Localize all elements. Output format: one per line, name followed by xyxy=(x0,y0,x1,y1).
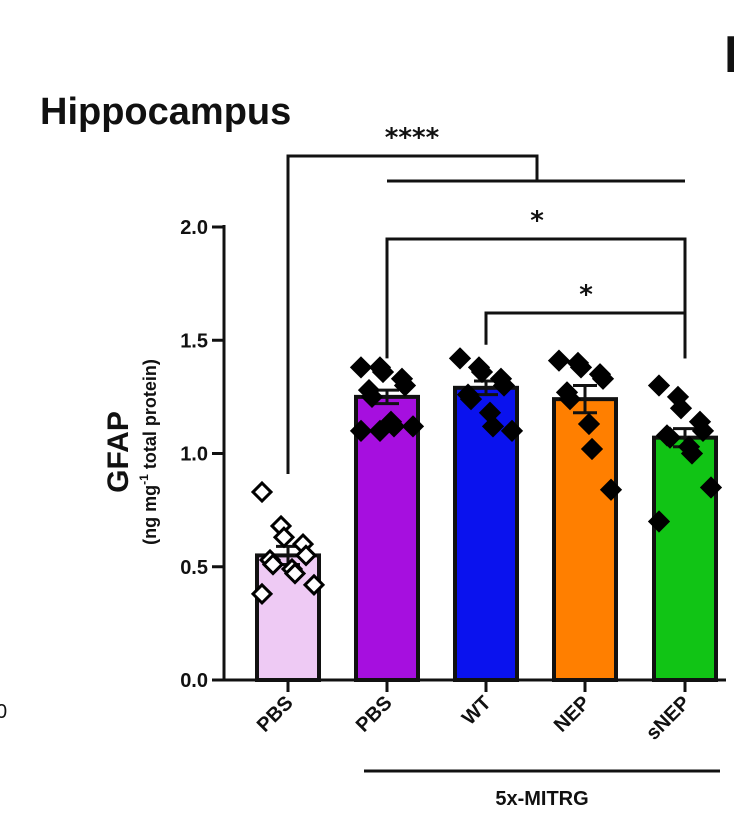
data-point xyxy=(302,573,326,596)
y-axis-units: (ng mg-1 total protein) xyxy=(137,359,160,545)
category-label: PBS xyxy=(253,692,298,737)
data-point xyxy=(599,478,623,501)
data-point xyxy=(360,385,384,408)
bar xyxy=(552,397,618,682)
group-annotation: 5x-MITRG xyxy=(364,769,720,810)
y-axis-title: GFAP (ng mg-1 total protein) xyxy=(102,359,160,545)
data-point xyxy=(647,510,671,533)
data-point xyxy=(558,388,582,411)
category-label: sNEP xyxy=(642,692,695,745)
data-point xyxy=(368,419,392,442)
data-point xyxy=(577,412,601,436)
data-point xyxy=(691,419,715,442)
significance-label: * xyxy=(579,280,593,310)
data-point xyxy=(371,360,395,384)
data-point xyxy=(272,526,296,549)
error-bars xyxy=(276,379,697,566)
bracket-line xyxy=(484,311,687,359)
y-axis-label: GFAP xyxy=(102,411,135,493)
data-point xyxy=(492,374,516,397)
group-label: 5x-MITRG xyxy=(495,788,588,810)
data-point xyxy=(401,415,425,438)
y-tick-label: 0.0 xyxy=(180,670,208,692)
data-point xyxy=(349,356,373,379)
data-point xyxy=(500,419,524,442)
data-points xyxy=(250,347,723,606)
bars xyxy=(255,385,718,682)
y-tick-label: 2.0 xyxy=(180,217,208,239)
data-point xyxy=(250,480,274,504)
data-point xyxy=(393,374,417,397)
data-point xyxy=(647,374,671,397)
y-tick-label: 0.5 xyxy=(180,557,208,579)
category-label: WT xyxy=(458,692,496,730)
y-tick-label: 1.0 xyxy=(180,444,208,466)
bar xyxy=(354,394,420,682)
bracket-line xyxy=(286,154,539,475)
data-point xyxy=(250,582,274,606)
bar xyxy=(652,435,718,682)
data-point xyxy=(294,544,318,567)
chart-title: Hippocampus xyxy=(40,91,291,133)
data-point xyxy=(547,349,571,372)
left-edge-fragment: 0 xyxy=(0,701,7,723)
data-point xyxy=(591,367,615,390)
data-point xyxy=(580,437,604,461)
data-point xyxy=(283,562,307,585)
panel-letter-edge: I xyxy=(724,26,734,84)
significance-label: **** xyxy=(385,123,440,153)
significance-brackets: ****** xyxy=(286,123,687,475)
data-point xyxy=(699,476,723,499)
bracket-line xyxy=(385,237,687,359)
data-point xyxy=(459,388,483,411)
data-point xyxy=(669,397,693,420)
significance-label: * xyxy=(530,206,544,236)
data-point xyxy=(658,426,682,449)
data-point xyxy=(448,347,472,370)
category-label: NEP xyxy=(550,692,595,737)
y-tick-label: 1.5 xyxy=(180,330,208,352)
data-point xyxy=(680,442,704,465)
data-point xyxy=(470,360,494,384)
category-labels: PBS PBS WT NEP sNEP xyxy=(253,692,695,745)
category-label: PBS xyxy=(352,692,397,737)
data-point xyxy=(349,419,373,442)
data-point xyxy=(569,356,593,379)
data-point xyxy=(481,415,505,438)
data-point xyxy=(261,553,285,576)
